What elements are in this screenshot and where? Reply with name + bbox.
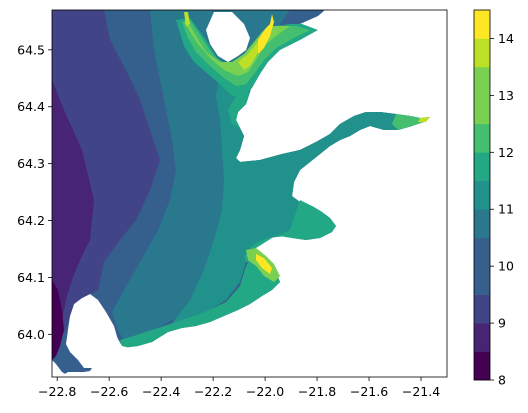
y-tick-label: 64.0 <box>17 327 45 342</box>
colorbar-band <box>474 10 490 39</box>
region-south-inlet-peak <box>256 254 272 274</box>
colorbar-band <box>474 95 490 125</box>
x-tick-label: −22.6 <box>90 384 128 399</box>
colorbar-band <box>474 351 490 381</box>
region-south-west-deepest <box>52 280 64 360</box>
colorbar-tick-label: 12 <box>498 145 514 160</box>
land-north-peninsula <box>206 12 250 62</box>
colorbar-tick-label: 13 <box>498 88 514 103</box>
region-north-inlet-mid <box>182 20 310 86</box>
y-tick-label: 64.3 <box>17 156 45 171</box>
y-tick-label: 64.5 <box>17 42 45 57</box>
land-east-south <box>60 120 447 377</box>
region-southern-coast <box>120 200 336 348</box>
colorbar-band <box>474 180 490 210</box>
land-east-north <box>242 10 447 156</box>
y-tick-label: 64.2 <box>17 213 45 228</box>
y-tick-label: 64.4 <box>17 99 45 114</box>
x-tick-label: −22.0 <box>246 384 284 399</box>
x-tick-label: −22.2 <box>194 384 232 399</box>
plot-frame <box>51 9 448 378</box>
colorbar-tick-label: 9 <box>498 316 506 331</box>
colorbar-tick-label: 11 <box>498 202 514 217</box>
colorbar-band <box>474 237 490 267</box>
colorbar-tick-label: 14 <box>498 31 514 46</box>
region-inner-bay <box>170 70 420 326</box>
y-tick-label: 64.1 <box>17 270 45 285</box>
colorbar-band <box>474 294 490 324</box>
colorbar-band <box>474 38 490 68</box>
region-south-west-corner <box>52 80 94 350</box>
region-east-fjord-tip <box>418 117 430 122</box>
x-tick-label: −21.6 <box>350 384 388 399</box>
colorbar-band <box>474 123 490 153</box>
region-north-shelf-band <box>228 92 250 128</box>
contour-map <box>52 10 447 377</box>
colorbar: 8 9 10 11 12 13 14 <box>473 9 514 388</box>
region-north-inlet-top <box>258 14 274 54</box>
x-axis: −22.8 −22.6 −22.4 −22.2 −22.0 −21.8 −21.6 −21.4 <box>38 377 440 399</box>
colorbar-frame <box>473 9 491 381</box>
x-tick-label: −21.4 <box>402 384 440 399</box>
colorbar-tick-label: 8 <box>498 373 506 388</box>
colorbar-band <box>474 66 490 96</box>
x-tick-label: −22.8 <box>38 384 76 399</box>
x-tick-label: −21.8 <box>298 384 336 399</box>
region-north-inlet-small <box>184 12 190 26</box>
x-tick-label: −22.4 <box>142 384 180 399</box>
colorbar-band <box>474 152 490 182</box>
y-axis: 64.0 64.1 64.2 64.3 64.4 64.5 <box>17 42 52 342</box>
colorbar-band <box>474 209 490 238</box>
colorbar-band <box>474 323 490 352</box>
colorbar-band <box>474 266 490 295</box>
colorbar-tick-label: 10 <box>498 259 514 274</box>
